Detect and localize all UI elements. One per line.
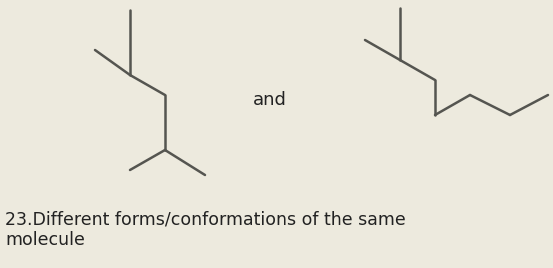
- Text: and: and: [253, 91, 287, 109]
- Text: 23.Different forms/conformations of the same
molecule: 23.Different forms/conformations of the …: [5, 210, 406, 249]
